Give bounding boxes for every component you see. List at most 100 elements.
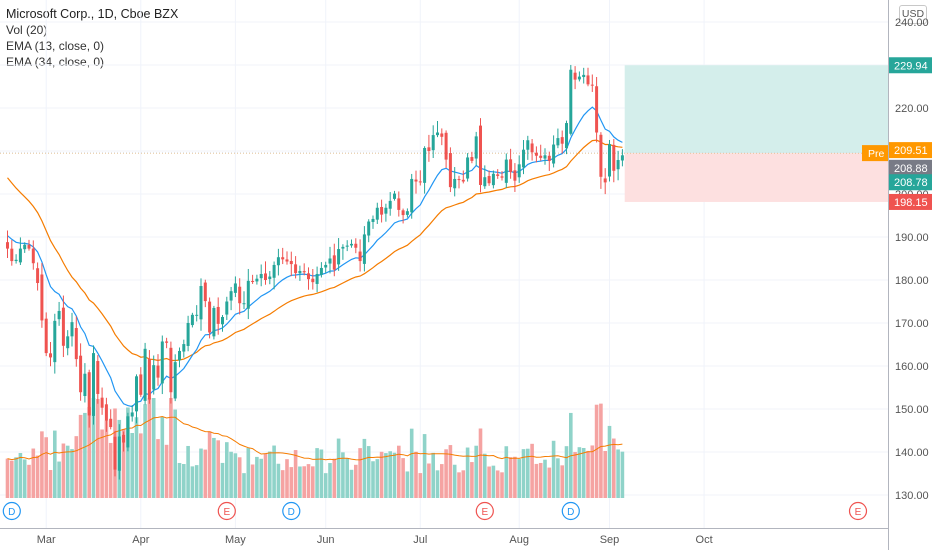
candle-body (259, 273, 263, 279)
ema13-line (7, 106, 623, 408)
profit-zone[interactable] (624, 65, 888, 154)
volume-bar (478, 428, 483, 498)
candle-body (113, 436, 117, 470)
volume-bar (134, 417, 139, 498)
candle-body (547, 155, 551, 161)
candle-body (169, 347, 173, 393)
price-tick-label: 240.00 (895, 17, 929, 29)
candle-body (599, 134, 603, 177)
legend-volume[interactable]: Vol (20) (6, 23, 48, 37)
earnings-marker[interactable] (475, 501, 494, 521)
volume-bar (5, 458, 10, 498)
volume-bar (414, 451, 418, 498)
last-price-label: 208.88 (894, 163, 928, 175)
candle-body (126, 416, 130, 448)
volume-bar (461, 470, 466, 498)
dividend-marker[interactable] (2, 501, 21, 521)
volume-bar (594, 404, 599, 498)
dividend-marker[interactable] (282, 501, 301, 521)
candle-body (332, 255, 336, 270)
volume-bar (375, 459, 380, 498)
earnings-marker[interactable] (848, 501, 868, 521)
candle-body (453, 178, 457, 189)
volume-bar (229, 451, 233, 498)
candle-body (53, 320, 57, 363)
volume-bar (65, 445, 70, 498)
stop-price-label-bg (889, 193, 932, 210)
volume-bar (186, 445, 190, 498)
candle-body (483, 177, 487, 187)
candle-body (281, 257, 285, 260)
candle-body (225, 301, 229, 315)
volume-bar (22, 459, 27, 498)
candle-body (341, 246, 345, 249)
dividend-marker[interactable] (561, 501, 580, 521)
long-position-tool[interactable] (0, 65, 888, 202)
price-tick-label: 160.00 (895, 361, 929, 373)
volume-bar (392, 452, 397, 498)
candle-body (534, 152, 538, 156)
earnings-marker[interactable] (217, 501, 236, 521)
candle-body (470, 157, 474, 161)
volume-bar (48, 470, 53, 498)
volume-bar (332, 458, 337, 498)
volume-bar (457, 472, 461, 498)
candle-body (491, 173, 495, 186)
volume-bar (225, 442, 229, 498)
candle-body (595, 86, 599, 133)
volume-bar (474, 445, 478, 498)
candle-body (173, 362, 177, 399)
legend-ema13[interactable]: EMA (13, close, 0) (6, 39, 105, 53)
time-tick-label: Oct (696, 534, 713, 546)
candle-body (577, 76, 581, 80)
volume-bar (431, 452, 435, 498)
time-tick-label: Jul (413, 534, 427, 546)
volume-bar (345, 458, 349, 498)
candle-body (195, 314, 199, 316)
volume-bar (57, 461, 61, 498)
candle-body (212, 307, 216, 337)
volume-bar (349, 469, 354, 498)
candle-body (96, 361, 100, 394)
candle-body (255, 278, 259, 282)
volume-bar (91, 398, 96, 498)
volume-bar (203, 449, 208, 498)
candle-body (440, 133, 444, 137)
volume-bar (220, 462, 225, 498)
candle-body (603, 178, 607, 183)
volume-bar (160, 416, 165, 498)
volume-bar (293, 450, 298, 498)
candle-body (466, 157, 470, 179)
volume-bar (590, 445, 595, 498)
candle-body (393, 193, 396, 199)
currency-button[interactable]: USD (899, 5, 927, 24)
volume-bar (74, 436, 79, 498)
time-axis[interactable]: Mar Apr May Jun Jul Aug Sep Oct (0, 528, 888, 547)
candle-body (522, 149, 525, 168)
event-marker-label: D (288, 507, 295, 518)
volume-bar (242, 473, 246, 498)
legend-symbol-title[interactable]: Microsoft Corp., 1D, Cboe BZX (6, 7, 179, 21)
candle-body (504, 159, 508, 183)
volume-bar (177, 462, 182, 498)
volume-bar (586, 450, 590, 498)
candle-body (178, 350, 181, 361)
candle-body (186, 323, 190, 346)
price-axis[interactable]: 130.00 140.00 150.00 160.00 170.00 180.00 190.… (888, 0, 929, 550)
volume-bar (440, 464, 444, 498)
volume-bar (612, 438, 616, 498)
candle-body (418, 181, 422, 183)
candle-body (190, 314, 194, 326)
candle-body (40, 274, 44, 321)
candle-body (543, 155, 547, 159)
candle-body (57, 310, 61, 320)
candle-body (23, 244, 27, 250)
volume-bar (573, 452, 577, 498)
volume-bar (207, 431, 212, 498)
loss-zone[interactable] (624, 153, 888, 202)
volume-bar (14, 457, 18, 498)
volume-bar (151, 398, 156, 498)
volume-bar (104, 420, 109, 498)
